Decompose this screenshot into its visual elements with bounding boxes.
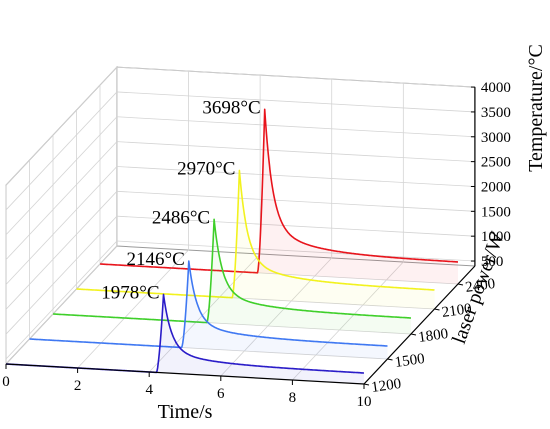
z-tick-label: 500 [481, 254, 504, 270]
series-fill-2400 [100, 109, 458, 284]
grid-line [5, 141, 118, 260]
grid-line [116, 190, 475, 212]
grid-line [5, 240, 118, 360]
grid-line [116, 91, 475, 113]
series-fill-1200 [6, 294, 364, 384]
y-tick-mark [434, 308, 440, 311]
peak-label-2400: 3698°C [202, 97, 260, 118]
series-line-2100 [76, 169, 435, 299]
grid-line [148, 253, 261, 373]
grid-line [5, 166, 118, 285]
grid-line [5, 116, 118, 236]
series-fill-2100 [76, 170, 435, 309]
grid-line [77, 249, 189, 369]
peak-label-2100: 2970°C [177, 158, 235, 179]
y-tick-mark [457, 283, 464, 286]
series-fill-1800 [53, 219, 411, 334]
z-tick-label: 2000 [481, 180, 511, 196]
grid-line [292, 261, 404, 381]
grid-line [5, 245, 118, 365]
series-line-1500 [29, 260, 388, 349]
peak-label-1800: 2486°C [152, 207, 210, 228]
x-axis-title: Time/s [158, 401, 213, 423]
x-tick-label: 4 [145, 382, 153, 398]
z-tick-label: 3000 [481, 130, 511, 146]
y-axis-line [363, 265, 476, 385]
x-axis-line [5, 363, 365, 385]
z-tick-label: 1500 [481, 204, 511, 220]
grid-line [220, 257, 333, 377]
y-tick-mark [387, 358, 393, 361]
series-line-2400 [99, 108, 459, 274]
y-tick-label: 1200 [370, 376, 402, 396]
z-tick-label: 1000 [481, 229, 511, 245]
axes-layer [5, 86, 476, 389]
y-tick-label: 2100 [441, 301, 473, 321]
grid-line [5, 191, 118, 310]
y-tick-mark [410, 333, 417, 336]
x-tick-label: 0 [2, 374, 10, 390]
grid-line [116, 215, 475, 237]
grid-line [5, 215, 118, 335]
x-tick-label: 8 [289, 390, 297, 406]
series-layer [5, 108, 459, 384]
series-fill-1500 [29, 261, 388, 359]
z-axis-title: Temperature/°C [525, 44, 547, 172]
x-tick-label: 2 [74, 378, 82, 394]
series-line-1800 [52, 218, 412, 324]
grid-line [116, 116, 475, 138]
grid-line [5, 66, 118, 186]
z-tick-label: 3500 [481, 105, 511, 121]
back-wall-frame [116, 66, 476, 267]
grid-line [116, 240, 475, 262]
peak-label-1200: 1978°C [101, 282, 159, 303]
z-tick-label: 4000 [481, 80, 511, 96]
x-tick-label: 10 [357, 394, 372, 410]
y-tick-label: 1800 [417, 326, 449, 346]
y-tick-mark [363, 383, 370, 386]
x-tick-label: 6 [217, 386, 225, 402]
y-tick-label: 1500 [394, 351, 426, 371]
grid-line [116, 141, 475, 163]
z-tick-label: 2500 [481, 155, 511, 171]
peak-label-1500: 2146°C [127, 249, 185, 270]
grid-line [116, 66, 475, 88]
y-tick-label: 2400 [464, 276, 496, 296]
grid-lines [5, 66, 476, 385]
grid-line [5, 91, 118, 211]
grid-line [116, 166, 475, 187]
